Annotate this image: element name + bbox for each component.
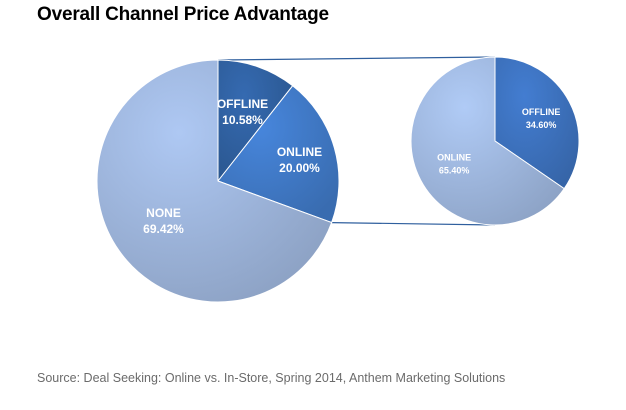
detail-label-offline: OFFLINE — [522, 107, 561, 117]
connector-line-top — [217, 56, 496, 61]
main-value-online: 20.00% — [279, 161, 320, 175]
main-value-none: 69.42% — [143, 222, 184, 236]
connector-lines — [217, 56, 496, 226]
detail-label-online: ONLINE — [437, 153, 471, 163]
detail-slice-online — [410, 56, 565, 226]
main-label-online: ONLINE — [277, 145, 322, 159]
detail-value-online: 65.40% — [439, 166, 470, 176]
main-slice-none — [96, 59, 333, 303]
source-note: Source: Deal Seeking: Online vs. In-Stor… — [37, 371, 506, 385]
chart-title: Overall Channel Price Advantage — [37, 4, 329, 25]
main-slice-offline — [217, 59, 294, 183]
detail-slice-offline — [494, 56, 580, 190]
main-slice-online — [217, 85, 340, 224]
connector-line-bottom — [331, 222, 496, 226]
main-pie: OFFLINE 10.58% ONLINE 20.00% NONE 69.42% — [96, 59, 340, 303]
main-label-none: NONE — [146, 206, 181, 220]
detail-pie: OFFLINE 34.60% ONLINE 65.40% — [410, 56, 580, 226]
main-value-offline: 10.58% — [222, 113, 263, 127]
detail-value-offline: 34.60% — [526, 120, 557, 130]
main-label-offline: OFFLINE — [217, 97, 268, 111]
